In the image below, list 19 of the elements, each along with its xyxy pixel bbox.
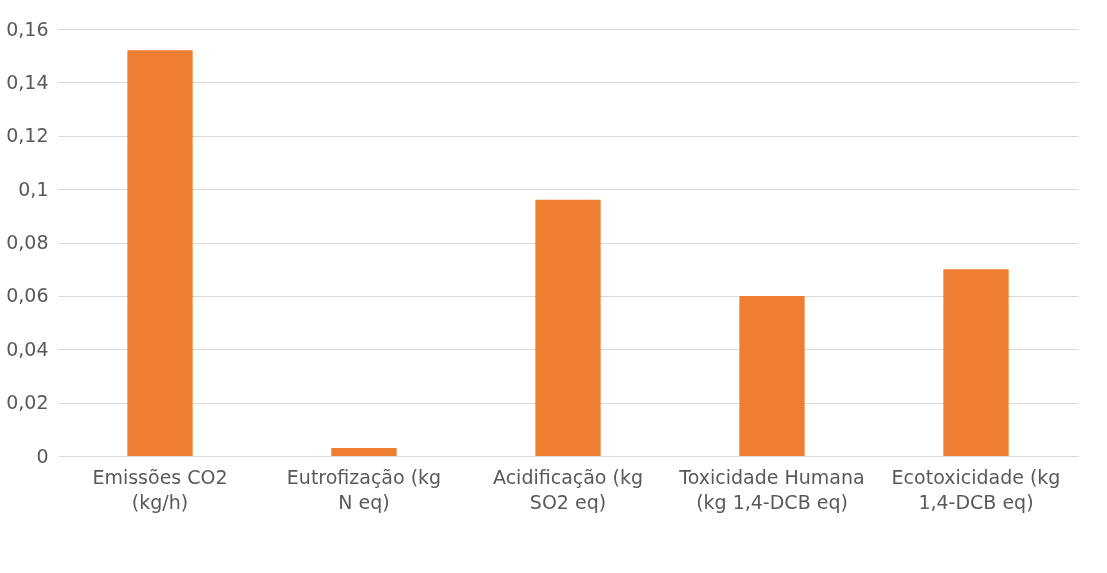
bar bbox=[943, 269, 1009, 456]
y-tick-label: 0,06 bbox=[6, 284, 49, 307]
x-tick-label: Ecotoxicidade (kg 1,4-DCB eq) bbox=[891, 465, 1061, 513]
x-tick-label: Eutrofização (kg N eq) bbox=[286, 465, 442, 513]
y-tick-label: 0,14 bbox=[6, 70, 49, 93]
x-tick-label: Acidificação (kg SO2 eq) bbox=[492, 465, 644, 513]
bar bbox=[739, 295, 805, 456]
y-tick-label: 0,02 bbox=[6, 391, 49, 414]
y-tick-label: 0,12 bbox=[6, 124, 49, 147]
bar bbox=[331, 447, 397, 456]
y-tick-label: 0 bbox=[36, 444, 49, 467]
bar bbox=[127, 50, 193, 456]
x-tick-label: Emissões CO2 (kg/h) bbox=[92, 465, 228, 513]
y-tick-label: 0,08 bbox=[6, 231, 49, 253]
bar bbox=[535, 199, 601, 456]
y-tick-label: 0,04 bbox=[6, 337, 49, 360]
y-tick-label: 0,1 bbox=[18, 177, 49, 200]
y-tick-label: 0,16 bbox=[6, 17, 49, 40]
x-tick-label: Toxicidade Humana (kg 1,4-DCB eq) bbox=[678, 465, 865, 513]
